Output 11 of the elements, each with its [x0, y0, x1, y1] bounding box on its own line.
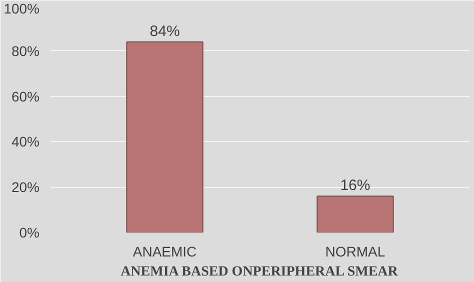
y-tick-label: 80% — [11, 42, 40, 59]
x-tick-label: NORMAL — [325, 244, 386, 260]
y-tick-label: 0% — [19, 224, 40, 240]
x-tick-label: ANAEMIC — [132, 244, 197, 260]
data-label: 16% — [340, 177, 370, 194]
y-tick-label: 60% — [11, 88, 40, 104]
y-tick-label: 100% — [4, 0, 40, 16]
y-tick-label: 20% — [11, 179, 40, 196]
data-label: 84% — [150, 22, 180, 40]
y-tick-label: 40% — [11, 134, 40, 150]
x-axis-title: ANEMIA BASED ONPERIPHERAL SMEAR — [120, 264, 399, 280]
